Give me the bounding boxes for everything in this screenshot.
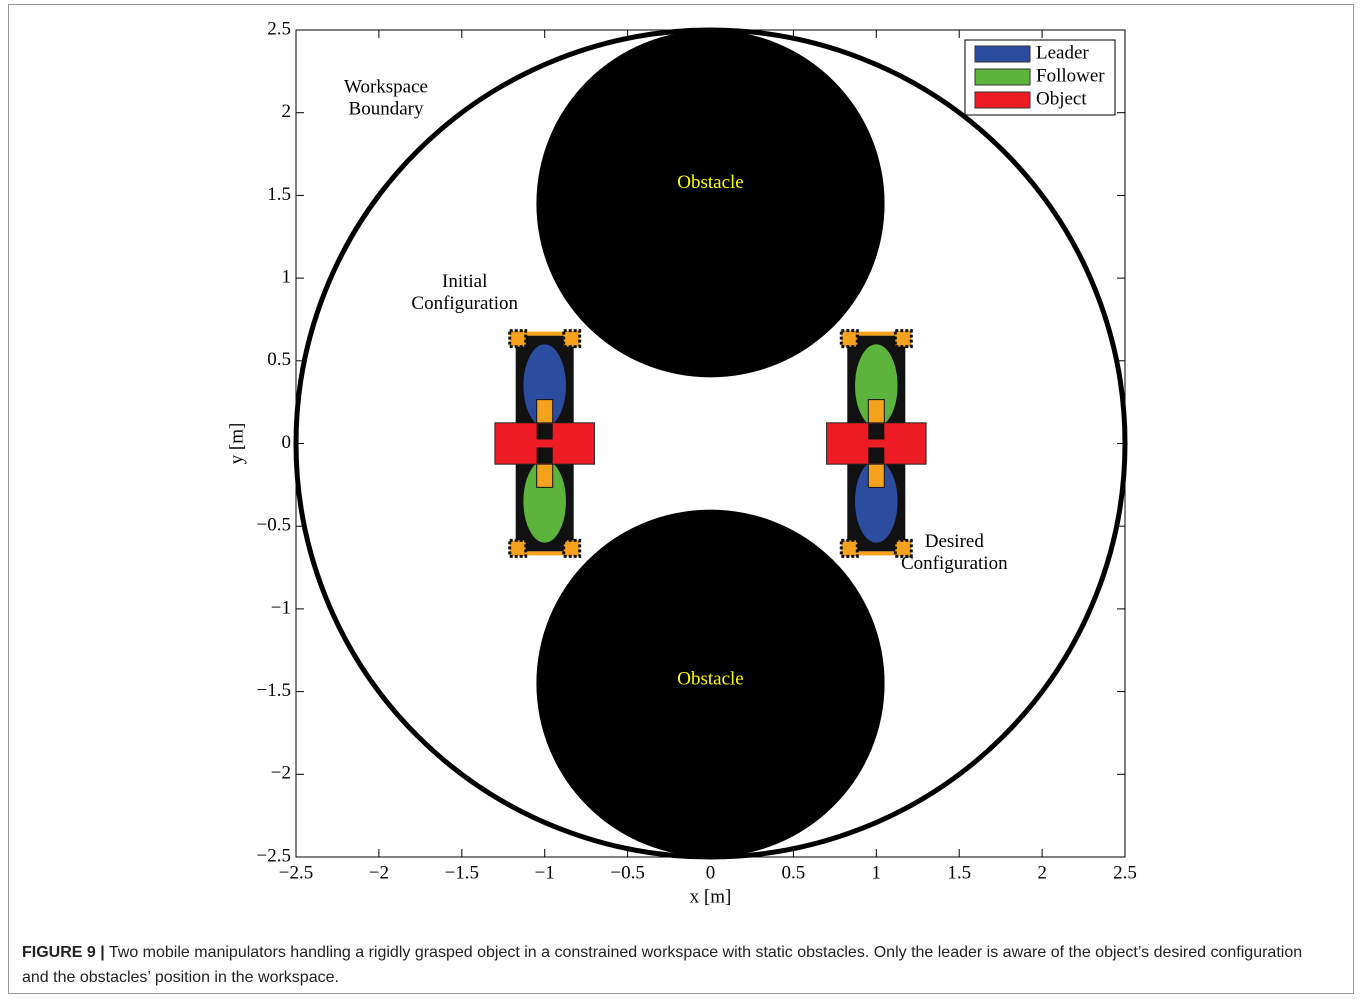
x-tick-label: 0 [706, 862, 716, 883]
y-tick-label: −2 [271, 763, 291, 784]
x-tick-label: −1.5 [445, 862, 479, 883]
y-tick-label: 1.5 [267, 184, 291, 205]
robot-wheel [564, 540, 580, 556]
y-tick-label: 2 [282, 101, 292, 122]
boundary-label: Workspace [344, 76, 428, 97]
x-tick-label: 2 [1037, 862, 1047, 883]
x-tick-label: 0.5 [782, 862, 806, 883]
y-tick-label: 2.5 [267, 18, 291, 39]
legend-swatch [975, 92, 1030, 108]
robot-wheel [510, 331, 526, 347]
obstacle [536, 30, 884, 377]
y-tick-label: −1.5 [257, 680, 291, 701]
legend-swatch [975, 46, 1030, 62]
robot-arm [537, 461, 553, 487]
boundary-label: Boundary [349, 98, 424, 119]
gripper [537, 424, 553, 440]
legend-label: Leader [1036, 42, 1089, 63]
y-tick-label: 0.5 [267, 349, 291, 370]
legend-label: Follower [1036, 65, 1105, 86]
x-tick-label: −0.5 [610, 862, 644, 883]
robot-end-cap [525, 551, 565, 555]
configuration-label: Initial [442, 271, 487, 292]
robot-arm [537, 400, 553, 426]
robot-wheel [841, 331, 857, 347]
robot-wheel [841, 540, 857, 556]
obstacle-label: Obstacle [677, 172, 743, 193]
obstacle-label: Obstacle [677, 669, 743, 690]
x-tick-label: −1 [535, 862, 555, 883]
x-tick-label: 1.5 [947, 862, 971, 883]
configuration-label: Desired [925, 531, 985, 552]
caption: FIGURE 9 | Two mobile manipulators handl… [22, 940, 1332, 990]
y-tick-label: −2.5 [257, 845, 291, 866]
robot-arm [868, 400, 884, 426]
y-tick-label: −1 [271, 597, 291, 618]
robot-end-cap [856, 551, 896, 555]
y-axis-label: y [m] [226, 423, 247, 465]
configuration-label: Configuration [411, 293, 518, 314]
y-tick-label: −0.5 [257, 515, 291, 536]
robot-end-cap [856, 332, 896, 336]
robot-arm [868, 461, 884, 487]
robot-wheel [564, 331, 580, 347]
y-tick-label: 0 [282, 432, 292, 453]
y-tick-label: 1 [282, 266, 292, 287]
robot-wheel [510, 540, 526, 556]
robot-end-cap [525, 332, 565, 336]
page: Obstacle Obstacle WorkspaceBoundary Initial… [0, 0, 1363, 999]
x-axis-label: x [m] [690, 886, 732, 907]
x-tick-label: 1 [872, 862, 882, 883]
robot-wheel [895, 331, 911, 347]
legend-label: Object [1036, 88, 1087, 109]
x-tick-label: −2 [369, 862, 389, 883]
legend-swatch [975, 69, 1030, 85]
gripper [868, 424, 884, 440]
gripper [537, 448, 553, 464]
configuration-label: Configuration [901, 553, 1008, 574]
caption-label: FIGURE 9 | [22, 944, 105, 961]
x-tick-label: 2.5 [1113, 862, 1137, 883]
gripper [868, 448, 884, 464]
caption-text: Two mobile manipulators handling a rigid… [22, 944, 1302, 986]
